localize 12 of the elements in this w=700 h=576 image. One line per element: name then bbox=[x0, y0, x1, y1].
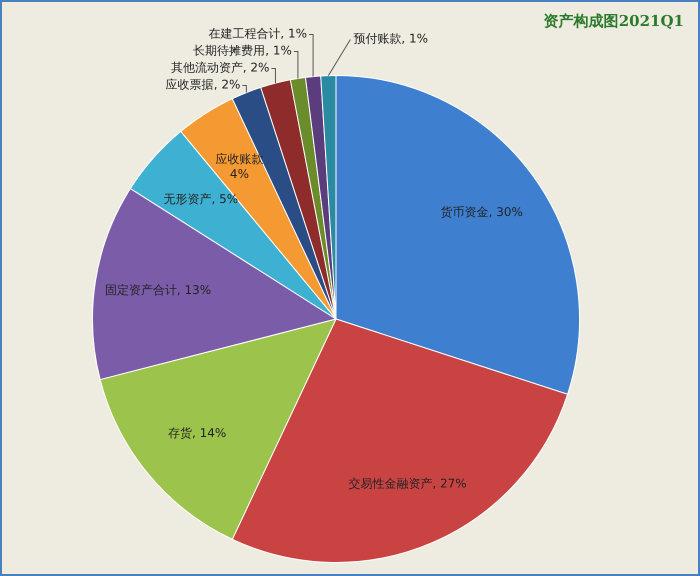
slice-label: 长期待摊费用, 1% bbox=[193, 44, 292, 58]
data-label: 4% bbox=[230, 166, 249, 181]
slice-label: 无形资产, 5% bbox=[164, 192, 238, 206]
slice-label: 交易性金融资产, 27% bbox=[348, 476, 467, 490]
slice-label: 预付账款, 1% bbox=[353, 32, 428, 46]
text: 资产构成图2021Q1 bbox=[544, 12, 684, 31]
slice-label: 在建工程合计, 1% bbox=[208, 26, 308, 41]
slice-label: 应收票据, 2% bbox=[166, 78, 240, 92]
slice-label: 存货, 14% bbox=[168, 426, 226, 440]
slice-label: 其他流动资产, 2% bbox=[170, 60, 270, 75]
slice-label: 固定资产合计, 13% bbox=[104, 282, 212, 297]
slice-label: 货币资金, 30% bbox=[440, 205, 523, 220]
